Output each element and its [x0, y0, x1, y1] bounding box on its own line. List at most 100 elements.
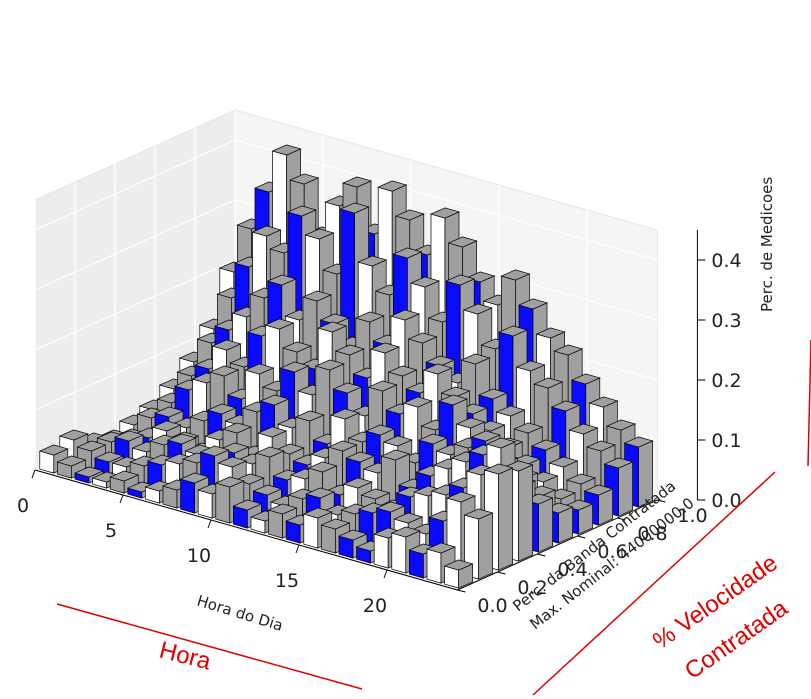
bar-top-face: [447, 236, 478, 248]
x-tick-mark: [207, 519, 212, 529]
y-tick-label: 0.6: [597, 541, 627, 563]
y-tick-label: 0.2: [517, 577, 547, 599]
bar-top-face: [365, 424, 396, 436]
y-tick-mark: [497, 571, 506, 575]
bar-top-face: [320, 518, 351, 530]
bar-top-face: [394, 209, 425, 221]
bar-top-face: [483, 463, 514, 475]
bar-top-face: [445, 491, 477, 503]
bar-top-face: [354, 311, 385, 323]
x-tick-label: 0: [17, 495, 29, 517]
z-tick-label: 0.3: [711, 310, 741, 332]
z-tick-label: 0.1: [711, 430, 741, 452]
bar-side-face: [498, 467, 513, 571]
bar-top-face: [304, 228, 335, 240]
bar-top-face: [279, 361, 310, 373]
bar-top-face: [317, 321, 348, 333]
z-tick-label: 0.2: [711, 370, 741, 392]
bar-top-face: [513, 422, 544, 434]
bar-top-face: [460, 353, 491, 365]
bar-top-face: [345, 451, 376, 463]
x-tick-mark: [295, 544, 300, 554]
bar-top-face: [264, 318, 295, 330]
bar-top-face: [443, 559, 474, 571]
bar-top-face: [565, 473, 597, 485]
bar-side-face: [538, 497, 553, 553]
bar-top-face: [302, 507, 333, 519]
bar-top-face: [209, 365, 240, 377]
y-tick-label: 1.0: [677, 505, 707, 527]
x-axis-label: Hora do Dia: [195, 592, 285, 635]
y-axis-line: [457, 499, 658, 591]
bar-top-face: [221, 422, 253, 434]
bar-top-face: [417, 433, 449, 445]
bar-top-face: [583, 484, 614, 496]
y-tick-label: 0.4: [557, 559, 587, 581]
grid-line-z: [234, 139, 658, 261]
bar-top-face: [357, 255, 388, 267]
bar-front-face: [268, 509, 283, 539]
bar-top-face: [568, 423, 599, 435]
bar-top-face: [206, 403, 237, 415]
bar-front-face: [321, 524, 336, 554]
bar-top-face: [585, 440, 617, 452]
bar-top-face: [553, 344, 584, 356]
bar-top-face: [113, 430, 145, 442]
bar-top-face: [367, 380, 398, 392]
y-tick-mark: [657, 499, 666, 503]
bar-top-face: [166, 433, 197, 445]
bar-top-face: [271, 144, 302, 156]
x-tick-mark: [31, 469, 36, 479]
grid-line-z-side: [34, 259, 236, 351]
bar-top-face: [58, 429, 89, 441]
bar-top-face: [455, 417, 486, 429]
x-tick-label: 10: [187, 545, 211, 567]
bar-top-face: [151, 420, 182, 432]
bar-top-face: [305, 487, 336, 499]
hora-annotation: Hora: [157, 637, 215, 676]
bar-top-face: [339, 202, 370, 214]
bar-top-face: [341, 176, 373, 188]
bar-top-face: [377, 180, 408, 192]
y-tick-mark: [457, 589, 466, 593]
bar-top-face: [470, 430, 501, 442]
bar-top-face: [515, 360, 546, 372]
grid-line-z-side: [34, 139, 236, 231]
bar-top-face: [244, 363, 275, 375]
x-tick-mark: [383, 569, 388, 579]
bar-front-face: [303, 513, 319, 549]
z-tick-label: 0.0: [711, 490, 741, 512]
z-tick-label: 0.4: [711, 250, 741, 272]
y-tick-label: 0.8: [637, 523, 667, 545]
bar-top-face: [485, 437, 517, 449]
bar-front-face: [426, 548, 442, 584]
bar-top-face: [294, 410, 325, 422]
x-tick-label: 15: [275, 570, 299, 592]
bar-top-face: [550, 400, 581, 412]
bar-top-face: [360, 488, 391, 500]
bar-top-face: [257, 426, 288, 438]
bar-top-face: [548, 456, 579, 468]
bar-top-face: [530, 439, 561, 451]
bar-top-face: [217, 456, 248, 468]
bar-top-face: [232, 499, 263, 511]
bar-top-face: [495, 405, 526, 417]
bar-top-face: [334, 344, 365, 356]
x-tick-label: 5: [105, 520, 117, 542]
bar-front-face: [215, 482, 231, 524]
bar-top-face: [477, 388, 509, 400]
bar-top-face: [332, 382, 363, 394]
bar-side-face: [518, 464, 533, 562]
bar-top-face: [199, 445, 230, 457]
bar-top-face: [588, 396, 619, 408]
bar-top-face: [214, 476, 245, 488]
bar-top-face: [390, 526, 421, 538]
bar-front-face: [373, 533, 389, 569]
bar-top-face: [375, 501, 406, 513]
bar-top-face: [570, 373, 601, 385]
bar-top-face: [211, 339, 242, 351]
bar-top-face: [327, 440, 358, 452]
bar-top-face: [535, 327, 566, 339]
z-axis-label: Perc. de Medicoes: [758, 177, 776, 312]
